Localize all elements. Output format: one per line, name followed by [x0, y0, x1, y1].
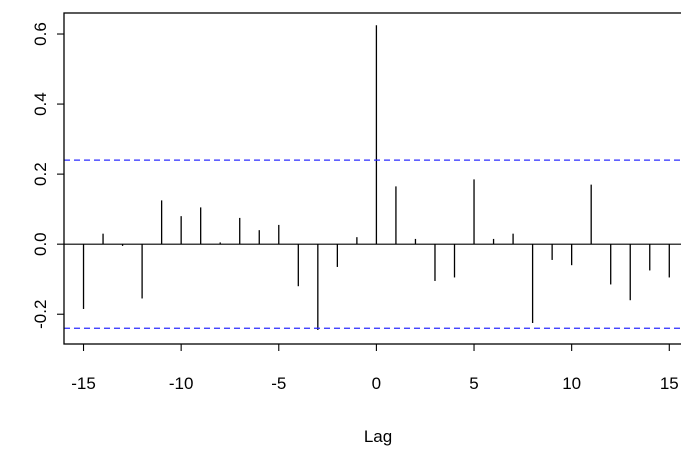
x-axis: -15 -10 -5 0 5 10 15	[71, 344, 679, 393]
y-tick-label: 0.2	[31, 162, 50, 186]
y-axis: -0.2 0.0 0.2 0.4 0.6	[31, 22, 64, 329]
x-tick-label: 5	[469, 374, 478, 393]
x-tick-label: 15	[660, 374, 679, 393]
y-tick-label: 0.0	[31, 232, 50, 256]
x-tick-label: 10	[562, 374, 581, 393]
y-tick-label: 0.4	[31, 92, 50, 116]
y-tick-label: 0.6	[31, 22, 50, 46]
plot-frame	[63, 12, 681, 345]
bars-layer	[64, 25, 681, 330]
x-tick-label: -15	[71, 374, 96, 393]
confidence-bounds	[64, 159, 681, 329]
x-axis-label: Lag	[364, 427, 392, 446]
y-tick-label: -0.2	[31, 300, 50, 329]
x-tick-label: 0	[372, 374, 381, 393]
x-tick-label: -10	[169, 374, 194, 393]
x-tick-label: -5	[271, 374, 286, 393]
